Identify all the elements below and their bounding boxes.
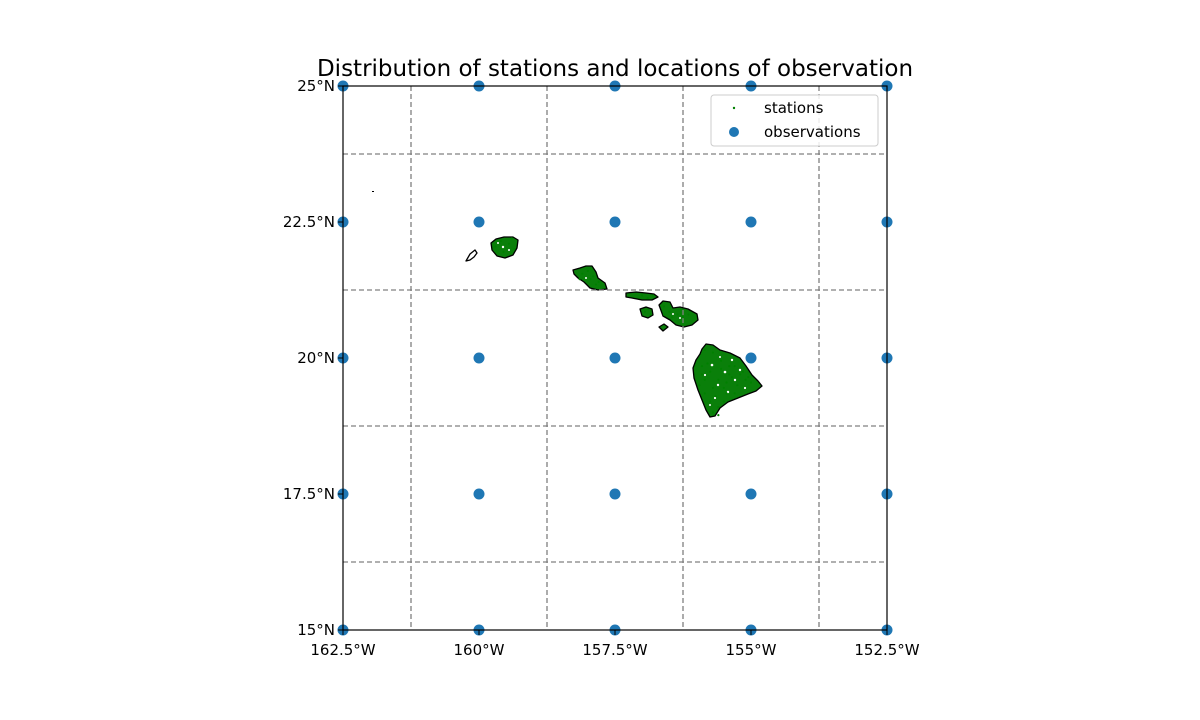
observation-point-11: [473, 352, 485, 364]
station-point-7: [589, 278, 592, 281]
station-point-45: [714, 394, 717, 398]
station-point-25: [703, 348, 706, 351]
observation-point-6: [473, 216, 485, 228]
station-point-12: [597, 280, 600, 283]
station-point-27: [719, 359, 723, 362]
station-point-48: [703, 378, 706, 381]
station-point-4: [494, 245, 497, 248]
station-point-29: [739, 373, 742, 376]
observation-point-8: [745, 216, 757, 228]
y-axis-ticks: 15°N 17.5°N 20°N 22.5°N 25°N: [283, 77, 343, 639]
station-point-1: [507, 242, 511, 245]
island-hawaii: [692, 343, 763, 418]
station-point-21: [681, 316, 685, 319]
station-point-2: [513, 248, 516, 251]
station-point-47: [741, 370, 744, 373]
station-point-56: [709, 370, 712, 373]
legend-marker-stations: [732, 106, 736, 110]
station-point-24: [662, 313, 666, 316]
station-point-40: [725, 381, 728, 384]
station-point-23: [671, 316, 674, 319]
y-tick-label-1: 17.5°N: [283, 485, 335, 503]
observation-point-17: [609, 488, 621, 500]
station-point-31: [749, 381, 753, 384]
station-point-9: [586, 269, 589, 273]
y-tick-label-2: 20°N: [297, 349, 335, 367]
station-point-10: [592, 275, 595, 278]
station-point-0: [499, 239, 502, 243]
observation-point-13: [745, 352, 757, 364]
observation-point-16: [473, 488, 485, 500]
station-point-44: [706, 362, 709, 365]
station-point-43: [719, 367, 723, 370]
station-point-32: [700, 373, 704, 376]
chart-title: Distribution of stations and locations o…: [317, 56, 913, 82]
station-point-11: [578, 278, 581, 281]
station-point-28: [728, 365, 731, 368]
x-tick-label-1: 160°W: [454, 641, 505, 659]
legend-label-observations: observations: [764, 123, 861, 141]
station-point-38: [733, 392, 736, 395]
observation-point-12: [609, 352, 621, 364]
station-point-49: [725, 392, 728, 395]
y-tick-label-3: 22.5°N: [283, 213, 335, 231]
land-specks: [497, 242, 747, 406]
station-point-15: [646, 297, 649, 300]
station-point-42: [730, 375, 734, 379]
observations-series: [337, 80, 893, 636]
station-point-37: [722, 400, 725, 403]
x-tick-label-0: 162.5°W: [310, 641, 375, 659]
station-point-41: [711, 386, 715, 390]
x-tick-label-2: 157.5°W: [582, 641, 647, 659]
stations-series: [494, 237, 753, 417]
station-point-16: [643, 310, 647, 313]
islet-nihoa: [372, 191, 374, 192]
station-point-3: [502, 250, 505, 254]
observation-point-18: [745, 488, 757, 500]
station-point-50: [711, 411, 715, 414]
x-axis-ticks: 162.5°W 160°W 157.5°W 155°W 152.5°W: [310, 630, 920, 659]
station-point-30: [744, 378, 747, 381]
station-point-13: [641, 294, 644, 297]
station-point-20: [676, 313, 679, 316]
station-point-55: [747, 375, 750, 379]
station-point-6: [581, 272, 584, 275]
station-point-51: [717, 414, 720, 417]
station-point-54: [728, 373, 731, 376]
station-point-36: [717, 405, 720, 409]
legend-label-stations: stations: [764, 99, 824, 117]
legend-box: [710, 94, 879, 147]
station-point-18: [662, 305, 666, 308]
station-point-17: [649, 313, 652, 316]
station-point-35: [709, 400, 712, 403]
x-tick-label-3: 155°W: [726, 641, 777, 659]
x-tick-label-4: 152.5°W: [854, 641, 919, 659]
island-lanai: [639, 306, 654, 319]
gridlines: [343, 86, 887, 630]
y-tick-label-4: 25°N: [297, 77, 335, 95]
y-tick-label-0: 15°N: [297, 621, 335, 639]
island-niihau: [465, 249, 478, 262]
station-point-8: [594, 283, 598, 286]
station-point-34: [703, 392, 706, 395]
station-point-46: [736, 384, 739, 387]
station-point-33: [698, 384, 701, 387]
station-point-53: [733, 365, 736, 368]
legend-marker-observations: [729, 127, 739, 137]
station-point-22: [687, 313, 690, 316]
station-point-26: [711, 351, 715, 354]
station-point-19: [668, 310, 671, 313]
observation-point-7: [609, 216, 621, 228]
station-point-5: [510, 237, 513, 240]
legend: stations observations: [710, 94, 879, 147]
station-point-57: [700, 365, 704, 368]
station-point-39: [717, 378, 720, 381]
station-point-14: [651, 294, 655, 297]
station-point-52: [722, 386, 725, 390]
island-kahoolawe: [658, 323, 669, 332]
